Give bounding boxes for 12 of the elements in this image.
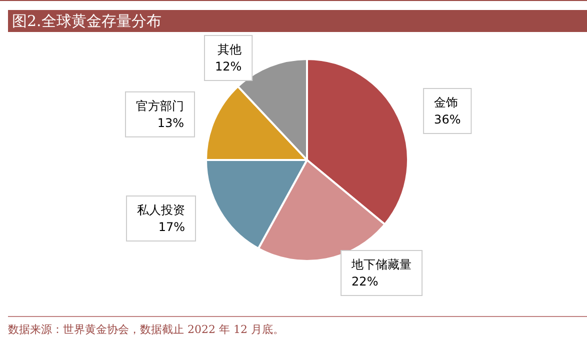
data-label: 36% (434, 112, 461, 127)
slice-label: 私人投资 (137, 203, 186, 218)
slice-label: 其他 (218, 42, 242, 56)
slice-label: 地下储藏量 (350, 257, 412, 272)
slice-label: 官方部门 (136, 98, 184, 113)
data-label: 13% (157, 116, 184, 130)
data-label: 17% (158, 220, 186, 234)
data-label: 22% (352, 274, 378, 288)
data-label: 12% (214, 60, 242, 74)
chart-title: 图2.全球黄金存量分布 (8, 10, 587, 32)
slice-label: 金饰 (434, 96, 458, 110)
source-note: 数据来源：世界黄金协会，数据截止 2022 年 12 月底。 (8, 322, 284, 337)
